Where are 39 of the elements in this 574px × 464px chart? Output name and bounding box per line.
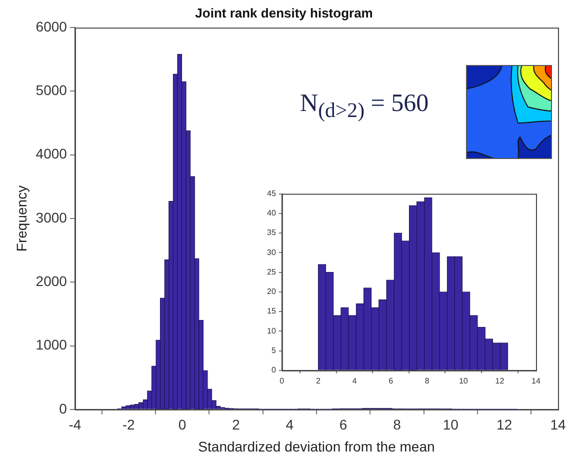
y-tick-label: 1000	[36, 336, 68, 353]
y-axis-title: Frequency	[13, 185, 30, 252]
y-tick-label: 40	[266, 208, 276, 218]
y-tick-label: 3000	[36, 209, 68, 226]
x-tick-label: 10	[442, 416, 459, 433]
y-tick-label: 30	[266, 248, 276, 257]
y-tick-label: 10	[266, 326, 276, 336]
y-tick-label: 6000	[36, 18, 68, 34]
y-tick-label: 2000	[36, 272, 68, 289]
y-tick-label: 0	[59, 400, 68, 416]
y-tick-label: 20	[266, 287, 276, 296]
x-tick-label: 0	[178, 416, 186, 433]
x-tick-label: 8	[424, 376, 430, 386]
x-tick-label: 14	[550, 416, 566, 433]
y-tick-label: 45	[266, 189, 276, 198]
y-tick-label: 15	[266, 306, 276, 316]
x-axis-title: Standardized deviation from the mean	[198, 438, 435, 454]
x-tick-label: 0	[280, 376, 285, 386]
y-tick-label: 4000	[36, 146, 68, 162]
y-tick-label: 25	[266, 267, 276, 276]
y-tick-label: 35	[266, 228, 276, 238]
x-tick-label: 10	[458, 376, 468, 386]
x-tick-label: 12	[496, 416, 512, 433]
x-tick-label: 8	[393, 416, 402, 433]
x-tick-label: 2	[232, 416, 240, 433]
x-tick-label: 4	[286, 416, 294, 433]
x-tick-label: 12	[495, 376, 505, 386]
y-tick-label: 5000	[36, 82, 68, 98]
x-tick-label: -4	[68, 416, 82, 433]
x-tick-label: 4	[352, 376, 358, 386]
x-tick-label: 6	[388, 376, 394, 386]
x-tick-label: 14	[532, 376, 541, 386]
x-tick-label: 6	[339, 416, 348, 433]
annotation: N$_{(d>2)}$ = 560	[300, 90, 429, 123]
x-tick-label: 2	[316, 376, 321, 386]
y-tick-label: 0	[271, 366, 276, 375]
chart-title: Joint rank density histogram	[195, 5, 373, 20]
y-tick-label: 5	[271, 346, 276, 355]
x-tick-label: -2	[122, 416, 136, 433]
